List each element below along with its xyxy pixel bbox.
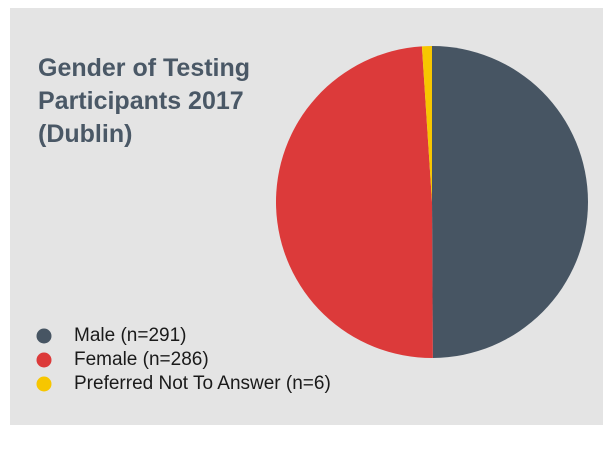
legend-marker bbox=[36, 352, 52, 368]
legend-label: Preferred Not To Answer (n=6) bbox=[74, 373, 331, 394]
legend-label: Female (n=286) bbox=[74, 349, 209, 370]
legend-label: Male (n=291) bbox=[74, 325, 186, 346]
pie-slice bbox=[432, 46, 588, 358]
chart-title: Gender of Testing Participants 2017 (Dub… bbox=[38, 54, 251, 148]
pie-slice bbox=[421, 46, 432, 202]
pie-slice bbox=[275, 46, 433, 359]
legend-marker bbox=[36, 328, 52, 344]
legend-marker bbox=[36, 376, 52, 392]
